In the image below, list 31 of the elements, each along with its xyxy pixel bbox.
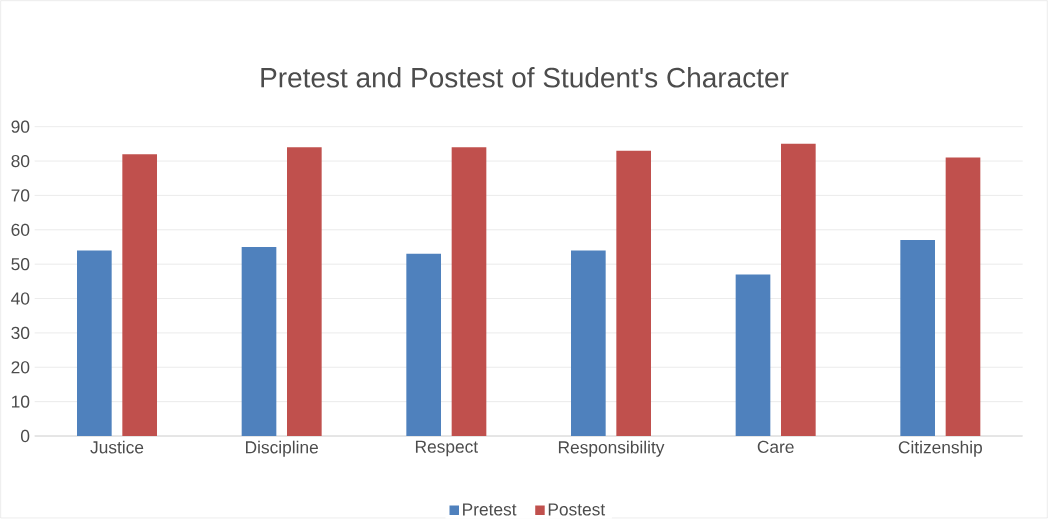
y-tick-label: 30 [11,326,30,340]
y-tick-label: 50 [11,258,30,271]
x-tick-label: Responsibility [558,440,665,458]
bar [900,240,936,437]
x-tick-label: Justice [90,440,144,454]
y-tick-label: 10 [11,395,30,408]
x-tick-label: Respect [415,440,478,457]
bar [451,147,487,437]
x-tick-label: Discipline [246,440,318,458]
bar [616,150,651,437]
bar [77,250,112,437]
x-tick-label: Citizenship [898,440,982,458]
chart-title: Pretest and Postest of Student's Character [261,67,789,88]
legend-label: Pretest [463,503,517,516]
bar [781,144,816,437]
y-tick-label: 90 [11,120,30,133]
y-tick-label: 60 [11,223,30,237]
y-tick-label: 0 [20,430,30,443]
bar [287,147,322,437]
y-tick-label: 20 [11,361,30,374]
bar [945,157,981,437]
legend-label: Postest [548,503,606,516]
y-tick-label: 40 [11,292,30,305]
bar [241,247,277,437]
bar [122,154,158,437]
y-tick-label: 70 [11,189,30,202]
bar [571,250,606,437]
bar [735,274,771,437]
x-tick-label: Care [757,440,794,454]
bar [406,254,441,437]
y-tick-label: 80 [11,155,30,168]
